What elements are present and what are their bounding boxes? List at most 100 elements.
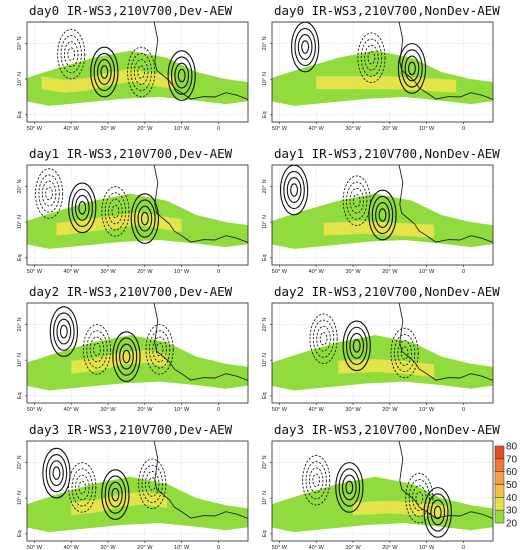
panel-title: day3 IR-WS3,210V700,Dev-AEW bbox=[29, 422, 233, 437]
colorbar-tick-label: 70 bbox=[506, 454, 518, 465]
positive-contour bbox=[426, 493, 449, 532]
precip-shading-30 bbox=[56, 212, 182, 236]
x-tick-label: 0 bbox=[217, 269, 220, 275]
negative-contour bbox=[349, 187, 364, 214]
positive-contour bbox=[56, 318, 72, 345]
positive-contour bbox=[408, 61, 416, 76]
colorbar-swatch bbox=[494, 484, 505, 498]
negative-contour bbox=[312, 319, 335, 358]
panel-frame bbox=[271, 440, 494, 542]
positive-contour bbox=[134, 199, 156, 238]
negative-contour bbox=[89, 336, 105, 363]
positive-contour bbox=[404, 55, 420, 82]
negative-contour bbox=[60, 35, 82, 74]
y-tick-label: Eq bbox=[262, 111, 268, 118]
positive-contour bbox=[297, 34, 313, 60]
negative-contour bbox=[108, 198, 123, 225]
negative-contour bbox=[145, 324, 174, 375]
x-tick-label: 30° W bbox=[345, 269, 361, 275]
coastline bbox=[398, 165, 493, 243]
map-panel: day2 IR-WS3,210V700,Dev-AEW 50° W 40° W 30°… bbox=[17, 284, 249, 413]
colorbar-tick-label: 80 bbox=[506, 442, 518, 453]
colorbar-swatch bbox=[494, 471, 505, 485]
positive-contour bbox=[174, 62, 190, 89]
positive-contour bbox=[52, 466, 61, 480]
negative-contour bbox=[390, 327, 419, 379]
x-tick-label: 10° W bbox=[174, 545, 190, 550]
positive-contour bbox=[42, 447, 71, 499]
positive-contour bbox=[78, 201, 87, 215]
positive-contour bbox=[301, 40, 310, 54]
map-panel: day0 IR-WS3,210V700,Dev-AEW 50° W 40° W 30°… bbox=[17, 3, 249, 132]
x-tick-label: 20° W bbox=[382, 269, 398, 275]
y-tick-label: Eq bbox=[262, 530, 268, 537]
precip-shading-30 bbox=[41, 69, 175, 93]
y-tick-label: Eq bbox=[262, 254, 268, 261]
positive-contour bbox=[283, 170, 305, 210]
positive-contour bbox=[352, 339, 361, 353]
x-tick-label: 30° W bbox=[345, 545, 361, 550]
x-tick-label: 20° W bbox=[137, 126, 153, 132]
panel-frame bbox=[271, 21, 494, 123]
panel-title: day3 IR-WS3,210V700,NonDev-AEW bbox=[274, 422, 500, 437]
positive-contour bbox=[290, 183, 299, 197]
positive-contour bbox=[108, 481, 123, 508]
negative-contour bbox=[138, 458, 167, 510]
colorbar-tick-label: 20 bbox=[506, 519, 518, 530]
y-tick-label: Eq bbox=[17, 254, 23, 261]
positive-contour bbox=[177, 68, 186, 83]
panel-title: day0 IR-WS3,210V700,Dev-AEW bbox=[29, 3, 233, 18]
positive-contour bbox=[342, 474, 357, 501]
map-panel: day0 IR-WS3,210V700,NonDev-AEW 50° W 40° W… bbox=[262, 3, 500, 132]
positive-contour bbox=[49, 460, 64, 487]
negative-contour bbox=[155, 342, 164, 357]
y-tick-label: 20° N bbox=[262, 317, 268, 331]
positive-contour bbox=[93, 52, 116, 92]
positive-contour bbox=[115, 337, 138, 376]
positive-contour bbox=[170, 56, 193, 95]
y-tick-label: 10° N bbox=[17, 491, 23, 505]
x-tick-label: 40° W bbox=[64, 269, 80, 275]
negative-contour bbox=[111, 204, 120, 219]
x-tick-label: 30° W bbox=[100, 545, 116, 550]
positive-contour bbox=[375, 202, 390, 228]
map-panel: day3 IR-WS3,210V700,NonDev-AEW 50° W 40° W… bbox=[262, 422, 500, 550]
negative-contour bbox=[342, 175, 371, 226]
positive-contour bbox=[345, 326, 368, 366]
negative-contour bbox=[408, 479, 430, 518]
positive-contour bbox=[371, 195, 394, 235]
negative-contour bbox=[78, 480, 87, 495]
negative-contour bbox=[312, 473, 321, 487]
panel-title: day2 IR-WS3,210V700,Dev-AEW bbox=[29, 284, 233, 299]
colorbar-tick-label: 40 bbox=[506, 493, 518, 504]
negative-contour bbox=[415, 491, 424, 505]
x-tick-label: 40° W bbox=[309, 545, 325, 550]
x-tick-label: 0 bbox=[217, 126, 220, 132]
colorbar-tick-label: 50 bbox=[506, 480, 518, 491]
negative-contour bbox=[63, 41, 79, 67]
negative-contour bbox=[352, 194, 361, 208]
y-tick-label: 20° N bbox=[17, 455, 23, 469]
y-tick-label: 10° N bbox=[262, 491, 268, 505]
negative-contour bbox=[397, 340, 412, 366]
positive-contour bbox=[130, 193, 160, 244]
y-tick-label: Eq bbox=[262, 392, 268, 399]
negative-contour bbox=[130, 52, 152, 92]
x-tick-label: 50° W bbox=[272, 269, 288, 275]
negative-contour bbox=[360, 38, 383, 77]
positive-contour bbox=[140, 211, 149, 226]
x-tick-label: 40° W bbox=[309, 126, 325, 132]
negative-contour bbox=[57, 28, 86, 80]
x-tick-label: 20° W bbox=[382, 407, 398, 413]
positive-contour bbox=[338, 468, 361, 507]
map-panel: day1 IR-WS3,210V700,Dev-AEW 50° W 40° W 30°… bbox=[17, 146, 249, 275]
panel-title: day1 IR-WS3,210V700,NonDev-AEW bbox=[274, 146, 500, 161]
positive-contour bbox=[100, 65, 109, 79]
coastline bbox=[398, 441, 493, 519]
negative-contour bbox=[152, 336, 167, 363]
coastline bbox=[153, 303, 248, 381]
negative-contour bbox=[302, 455, 331, 506]
y-tick-label: 20° N bbox=[17, 179, 23, 193]
panel-grid: day0 IR-WS3,210V700,Dev-AEW 50° W 40° W 30°… bbox=[17, 3, 500, 550]
